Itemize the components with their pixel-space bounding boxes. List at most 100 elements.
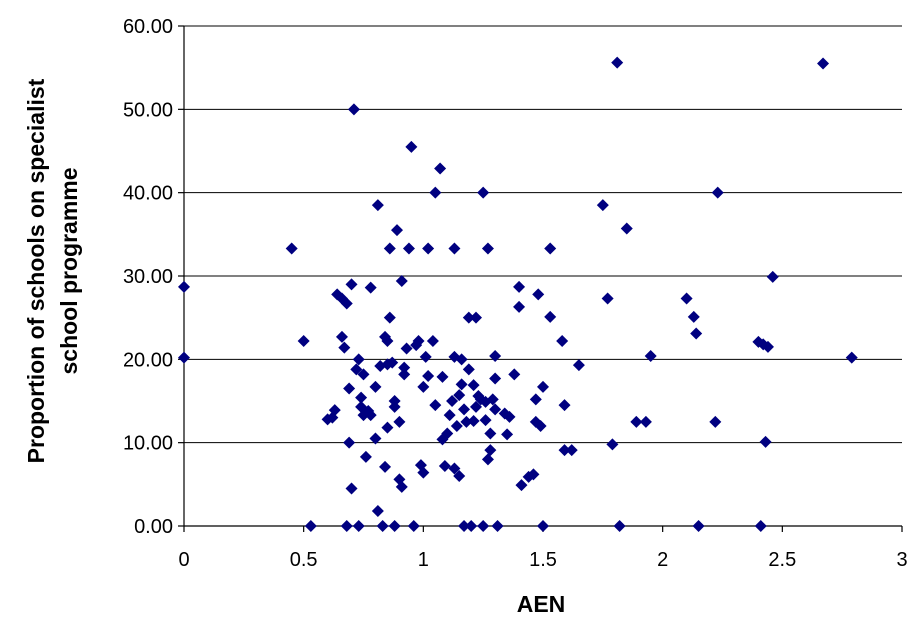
data-point-diamond	[379, 460, 392, 473]
data-point-diamond	[458, 520, 471, 532]
data-point-diamond	[532, 288, 545, 301]
data-point-diamond	[515, 479, 528, 492]
data-point-diamond	[544, 310, 557, 323]
data-point-diamond	[383, 311, 396, 324]
data-point-diamond	[529, 393, 542, 406]
x-tick-label: 1	[418, 549, 429, 571]
y-tick-label: 50.00	[123, 99, 173, 121]
y-axis-title: Proportion of schools on specialist scho…	[23, 78, 82, 463]
data-point-diamond	[352, 353, 365, 366]
data-point-diamond	[448, 242, 461, 255]
data-point-diamond	[711, 186, 724, 199]
data-point-diamond	[436, 370, 449, 383]
data-point-diamond	[393, 415, 406, 428]
data-point-diamond	[383, 242, 396, 255]
tick-labels: 0.00 10.00 20.00 30.00 40.00 50.00 60.00 0 0.5 1 1…	[123, 16, 908, 571]
data-point-diamond	[343, 382, 356, 395]
data-point-diamond	[297, 335, 310, 347]
data-point-diamond	[558, 444, 571, 457]
data-point-diamond	[458, 403, 471, 416]
data-point-diamond	[438, 460, 451, 472]
data-point-diamond	[620, 222, 633, 235]
data-point-diamond	[639, 415, 652, 428]
data-point-diamond	[345, 278, 358, 291]
data-point-diamond	[501, 428, 514, 441]
data-point-diamond	[371, 199, 384, 212]
data-point-diamond	[481, 242, 494, 255]
data-point-diamond	[395, 275, 408, 287]
data-point-diamond	[611, 56, 624, 69]
data-point-diamond	[448, 462, 461, 475]
data-point-diamond	[544, 242, 557, 255]
x-tick-label: 2	[657, 549, 668, 571]
data-points	[178, 56, 858, 532]
data-point-diamond	[357, 368, 370, 381]
data-point-diamond	[455, 378, 468, 391]
data-point-diamond	[680, 292, 693, 305]
data-point-diamond	[513, 300, 526, 313]
data-point-diamond	[386, 356, 399, 369]
data-point-diamond	[441, 427, 454, 440]
data-point-diamond	[369, 380, 382, 393]
data-point-diamond	[491, 520, 504, 532]
data-point-diamond	[422, 370, 435, 382]
data-point-diamond	[453, 470, 466, 482]
data-point-diamond	[467, 379, 480, 392]
data-point-diamond	[513, 280, 526, 293]
data-point-diamond	[364, 281, 377, 294]
data-point-diamond	[402, 242, 415, 255]
data-point-diamond	[565, 444, 578, 457]
x-tick-label: 1.5	[529, 549, 557, 571]
data-point-diamond	[469, 311, 482, 324]
x-tick-label: 0	[178, 549, 189, 571]
data-point-diamond	[465, 520, 478, 532]
data-point-diamond	[395, 480, 408, 493]
data-point-diamond	[481, 453, 494, 466]
data-point-diamond	[417, 380, 430, 393]
data-point-diamond	[558, 399, 571, 412]
data-point-diamond	[350, 363, 363, 376]
data-point-diamond	[347, 103, 360, 116]
data-point-diamond	[489, 372, 502, 385]
data-point-diamond	[486, 393, 499, 406]
data-point-diamond	[364, 409, 377, 422]
data-point-diamond	[477, 520, 490, 532]
data-point-diamond	[391, 224, 404, 237]
data-point-diamond	[556, 335, 569, 347]
x-tick-label: 0.5	[290, 549, 318, 571]
x-tick-label: 3	[896, 549, 907, 571]
data-point-diamond	[709, 415, 722, 428]
data-point-diamond	[692, 520, 705, 532]
data-point-diamond	[355, 391, 368, 404]
data-point-diamond	[422, 242, 435, 255]
data-point-diamond	[178, 351, 190, 364]
data-point-diamond	[419, 350, 432, 363]
y-tick-label: 60.00	[123, 16, 173, 38]
data-point-diamond	[381, 335, 394, 347]
data-point-diamond	[407, 520, 420, 532]
data-point-diamond	[484, 427, 497, 440]
data-point-diamond	[429, 399, 442, 412]
data-point-diamond	[462, 311, 475, 324]
data-point-diamond	[754, 520, 767, 532]
data-point-diamond	[369, 432, 382, 445]
y-axis-title-line-1: Proportion of schools on specialist	[23, 78, 49, 463]
data-point-diamond	[343, 436, 356, 449]
data-point-diamond	[398, 368, 411, 381]
data-point-diamond	[405, 140, 418, 153]
y-axis-title-line-2: school programme	[56, 167, 82, 374]
data-point-diamond	[467, 415, 480, 427]
data-point-diamond	[462, 363, 475, 376]
data-point-diamond	[429, 186, 442, 199]
data-point-diamond	[477, 186, 490, 199]
data-point-diamond	[644, 350, 657, 362]
data-point-diamond	[484, 444, 497, 457]
data-point-diamond	[479, 414, 492, 427]
y-tick-label: 10.00	[123, 433, 173, 455]
data-point-diamond	[845, 351, 858, 364]
data-point-diamond	[426, 335, 439, 347]
data-point-diamond	[345, 482, 358, 495]
data-point-diamond	[328, 404, 341, 417]
